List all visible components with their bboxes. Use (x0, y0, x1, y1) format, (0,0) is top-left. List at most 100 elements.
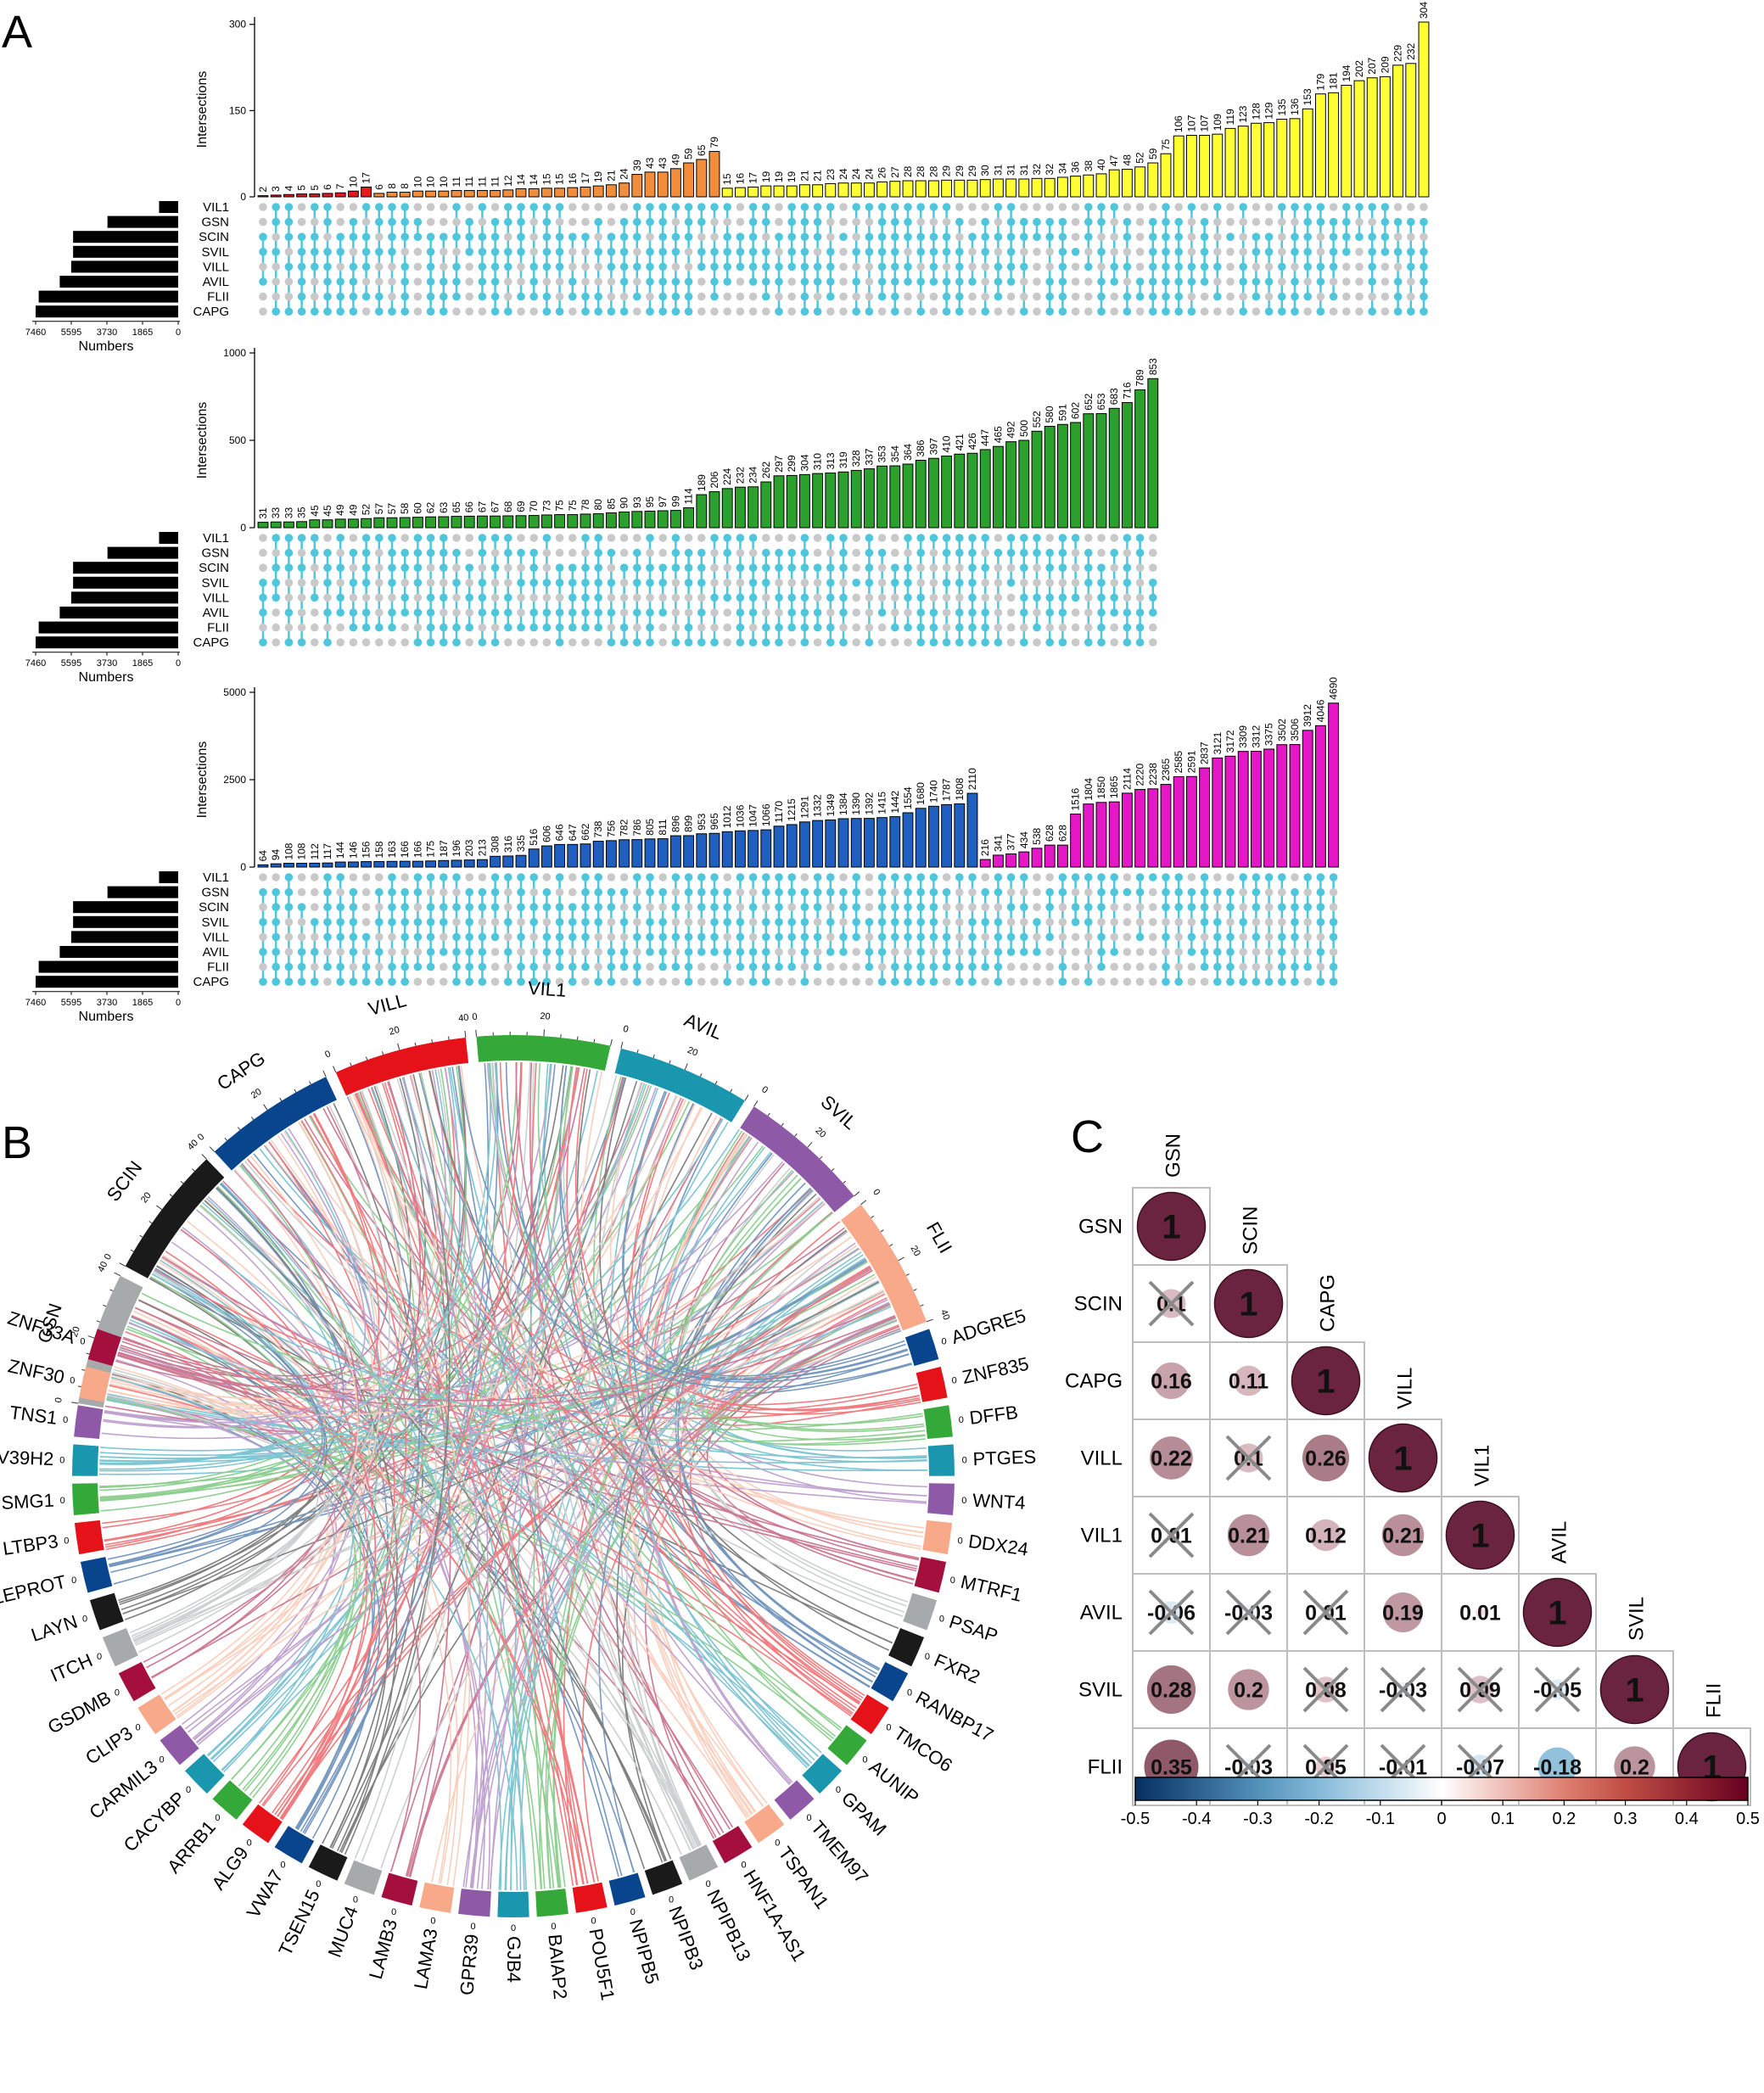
bar-value-label: 19 (760, 171, 772, 182)
intersection-bar (1314, 93, 1326, 198)
matrix-dot (619, 217, 629, 227)
matrix-dot (581, 932, 590, 942)
sector-tick (636, 1049, 639, 1054)
matrix-dot (297, 548, 306, 557)
matrix-dot (349, 932, 358, 942)
matrix-dot (955, 262, 964, 271)
matrix-dot (865, 277, 874, 286)
matrix-dot (1316, 887, 1325, 897)
intersection-bar (347, 861, 359, 868)
row-label: VIL1 (1081, 1525, 1123, 1547)
matrix-dot (942, 262, 951, 271)
intersection-bar (490, 515, 501, 529)
matrix-dot (529, 887, 538, 897)
matrix-dot (916, 277, 925, 286)
matrix-dot (1058, 962, 1067, 971)
matrix-dot (839, 232, 848, 242)
bar-value-label: 5 (309, 185, 321, 191)
matrix-dot (1420, 307, 1428, 316)
chord-ribbon (322, 1108, 915, 1581)
matrix-dot (697, 918, 706, 926)
intersection-bar (927, 180, 939, 198)
chord-ribbon (107, 1273, 323, 1560)
set-size-tick-label: 0 (176, 658, 181, 669)
matrix-dot (955, 548, 964, 557)
matrix-dot (697, 977, 706, 986)
matrix-dot (710, 563, 719, 572)
set-size-bar (73, 231, 178, 243)
intersection-bar (786, 185, 798, 198)
bar-value-label: 69 (515, 501, 527, 512)
set-size-bar (70, 591, 178, 604)
intersection-bar (1276, 119, 1288, 198)
matrix-dot (1071, 262, 1080, 271)
intersection-bar (1366, 77, 1378, 198)
matrix-dot (1187, 962, 1196, 971)
matrix-dot (517, 534, 525, 542)
intersection-bar (1263, 122, 1275, 198)
matrix-dot (504, 563, 512, 572)
matrix-dot (478, 563, 487, 572)
matrix-dot (619, 563, 629, 572)
matrix-dot (465, 623, 473, 632)
matrix-dot (800, 593, 809, 602)
bar-value-label: 738 (592, 820, 604, 837)
matrix-dot (1097, 593, 1106, 602)
matrix-dot (361, 232, 371, 242)
matrix-dot (1045, 623, 1054, 632)
sector-tick-label: 20 (70, 1325, 82, 1338)
intersection-bar (1031, 848, 1043, 868)
matrix-dot (877, 903, 887, 911)
matrix-dot (1213, 873, 1222, 881)
matrix-dot (413, 307, 423, 316)
matrix-dot (361, 563, 371, 572)
matrix-dot (426, 903, 435, 911)
matrix-dot (1097, 563, 1106, 572)
matrix-dot (723, 948, 731, 956)
matrix-dot (336, 563, 345, 572)
matrix-dot (1380, 307, 1390, 316)
bar-value-label: 49 (334, 504, 346, 516)
matrix-dot (981, 277, 989, 286)
matrix-dot (297, 217, 306, 227)
intersection-bar (683, 507, 695, 529)
matrix-dot (1097, 608, 1106, 617)
matrix-dot (800, 262, 809, 271)
matrix-dot (877, 548, 887, 557)
matrix-dot (710, 638, 719, 646)
matrix-dot (1110, 277, 1118, 286)
matrix-dot (633, 887, 641, 897)
intersection-bar (412, 860, 423, 868)
matrix-dot (361, 593, 371, 602)
matrix-dot (1264, 918, 1274, 926)
matrix-dot (787, 962, 796, 971)
matrix-dot (272, 203, 281, 211)
matrix-dot (1045, 548, 1054, 557)
matrix-dot (891, 948, 899, 956)
matrix-dot (465, 248, 473, 256)
matrix-dot (1020, 887, 1028, 897)
intersection-bar (540, 187, 552, 198)
matrix-dot (1329, 277, 1338, 286)
bar-value-label: 119 (1224, 109, 1236, 125)
sector-tick (139, 1234, 143, 1238)
matrix-dot (633, 977, 641, 986)
matrix-dot (284, 563, 294, 572)
intersection-bar (1121, 402, 1133, 529)
matrix-dot (1058, 248, 1067, 256)
matrix-dot (555, 307, 564, 316)
matrix-dot (1110, 977, 1118, 986)
matrix-dot (865, 932, 874, 942)
matrix-dot (361, 918, 371, 926)
matrix-dot (968, 277, 977, 286)
matrix-dot (748, 277, 758, 286)
matrix-dot (723, 203, 731, 211)
bar-value-label: 47 (1108, 154, 1120, 166)
matrix-dot (1393, 292, 1403, 301)
chord-ribbon (104, 1248, 860, 1542)
matrix-dot (323, 579, 332, 587)
gene-label: CLIP3 (81, 1722, 137, 1769)
chord-ribbon (566, 1066, 860, 1705)
matrix-dot (619, 638, 629, 646)
sector-tick (224, 1137, 227, 1141)
